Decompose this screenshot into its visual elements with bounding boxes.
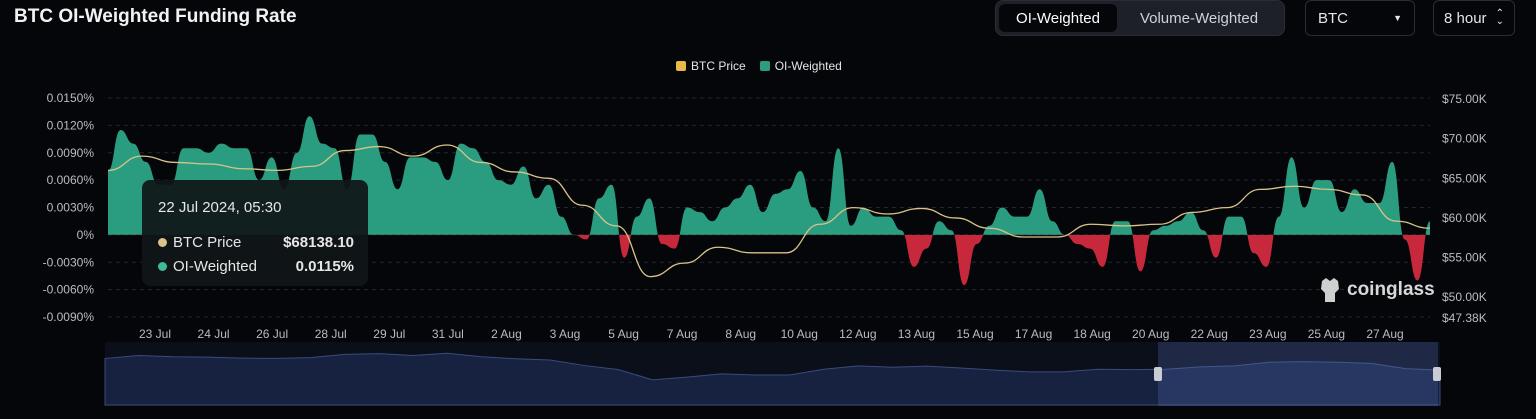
y-right-tick-label: $47.38K (1442, 311, 1487, 325)
x-tick-label: 18 Aug (1073, 327, 1110, 341)
btc-price-line (107, 144, 1431, 278)
y-left-tick-label: -0.0090% (43, 310, 95, 324)
funding-area-negative (108, 234, 1430, 286)
x-tick-label: 13 Aug (898, 327, 935, 341)
x-tick-label: 20 Aug (1132, 327, 1169, 341)
x-tick-label: 27 Aug (1366, 327, 1403, 341)
legend-oi-weighted[interactable]: OI-Weighted (759, 59, 842, 73)
x-tick-label: 31 Jul (432, 327, 464, 341)
legend-swatch-icon (676, 61, 686, 71)
y-left-tick-label: 0.0120% (47, 118, 95, 132)
x-tick-label: 7 Aug (667, 327, 698, 341)
x-tick-label: 15 Aug (956, 327, 993, 341)
weighting-toggle[interactable]: OI-Weighted Volume-Weighted (995, 0, 1285, 36)
coinglass-logo-icon (1321, 278, 1339, 302)
x-tick-label: 25 Aug (1308, 327, 1345, 341)
navigator-selection[interactable] (1158, 342, 1438, 406)
navigator-handle[interactable] (1154, 367, 1162, 381)
x-tick-label: 2 Aug (491, 327, 522, 341)
y-left-tick-label: -0.0030% (43, 255, 95, 269)
symbol-value: BTC (1318, 9, 1348, 27)
tab-volume-weighted[interactable]: Volume-Weighted (1139, 9, 1259, 27)
x-tick-label: 8 Aug (725, 327, 756, 341)
x-tick-label: 28 Jul (315, 327, 347, 341)
x-tick-label: 3 Aug (550, 327, 581, 341)
y-left-tick-label: -0.0060% (43, 283, 95, 297)
x-tick-label: 29 Jul (373, 327, 405, 341)
x-tick-label: 24 Jul (198, 327, 230, 341)
y-left-tick-label: 0.0090% (47, 146, 95, 160)
legend-swatch-icon (759, 61, 770, 71)
page-title: BTC OI-Weighted Funding Rate (14, 6, 297, 27)
y-left-tick-label: 0% (77, 228, 95, 242)
price-dot-icon (158, 238, 167, 247)
y-right-tick-label: $60.00K (1442, 211, 1487, 225)
interval-value: 8 hour (1444, 9, 1487, 27)
navigator-handle[interactable] (1433, 367, 1441, 381)
y-left-tick-label: 0.0030% (47, 201, 95, 215)
x-tick-label: 12 Aug (839, 327, 876, 341)
x-tick-label: 23 Jul (139, 327, 171, 341)
oi-dot-icon (158, 262, 167, 271)
x-tick-label: 26 Jul (256, 327, 288, 341)
caret-down-icon: ▼ (1393, 13, 1402, 23)
x-tick-label: 5 Aug (608, 327, 639, 341)
x-tick-label: 17 Aug (1015, 327, 1052, 341)
navigator-series (104, 352, 1441, 406)
symbol-select[interactable]: BTC ▼ (1305, 0, 1415, 36)
updown-icon: ⌃ ⌄ (1495, 8, 1504, 27)
x-tick-label: 10 Aug (781, 327, 818, 341)
chart-tooltip: 22 Jul 2024, 05:30 BTC Price $68138.10 O… (142, 180, 368, 286)
y-right-tick-label: $50.00K (1442, 290, 1487, 304)
funding-area-positive (108, 116, 1430, 235)
coinglass-watermark: coinglass (1318, 277, 1435, 303)
interval-select[interactable]: 8 hour ⌃ ⌄ (1433, 0, 1515, 36)
tooltip-row-oi: OI-Weighted 0.0115% (158, 258, 354, 275)
x-tick-label: 22 Aug (1191, 327, 1228, 341)
y-left-tick-label: 0.0060% (47, 173, 95, 187)
y-right-tick-label: $75.00K (1442, 92, 1487, 106)
y-right-tick-label: $70.00K (1442, 132, 1487, 146)
y-right-tick-label: $55.00K (1442, 251, 1487, 265)
y-right-tick-label: $65.00K (1442, 171, 1487, 185)
legend-btc-price[interactable]: BTC Price (676, 59, 746, 73)
tooltip-date: 22 Jul 2024, 05:30 (158, 199, 282, 216)
chart-legend: BTC Price OI-Weighted (676, 59, 842, 73)
y-left-tick-label: 0.0150% (47, 91, 95, 105)
x-tick-label: 23 Aug (1249, 327, 1286, 341)
tab-oi-weighted[interactable]: OI-Weighted (999, 4, 1117, 32)
tooltip-row-price: BTC Price $68138.10 (158, 234, 354, 251)
